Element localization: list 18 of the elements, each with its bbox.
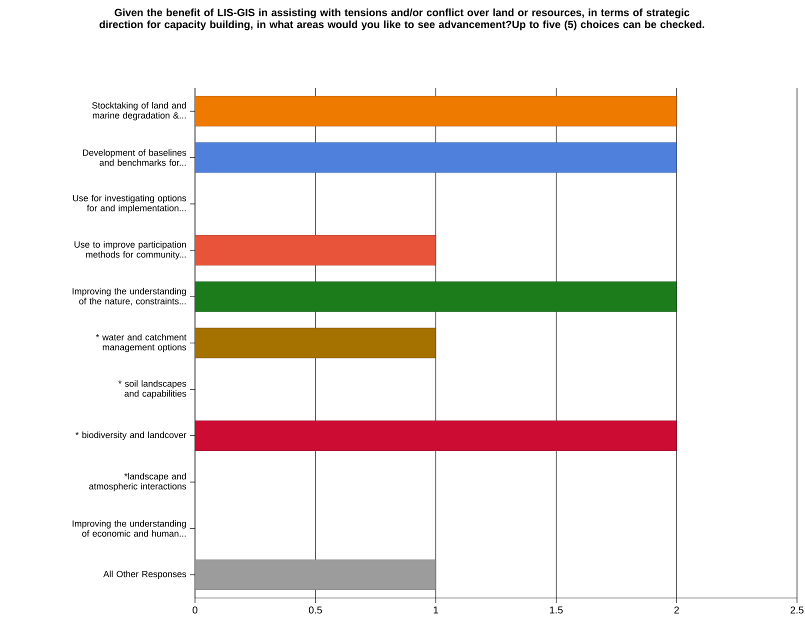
- y-tick-label: * soil landscapes and capabilities: [118, 380, 186, 399]
- y-tick-label: Stocktaking of land and marine degradation &...: [92, 102, 186, 120]
- y-tick-label: Improving the understanding of economic and human...: [72, 520, 186, 537]
- x-tick-label: 1.5: [550, 606, 563, 614]
- x-tick-label: 0: [192, 606, 198, 614]
- y-tick-label: * water and catchment management options: [96, 334, 186, 352]
- x-tick-label: 0.5: [308, 606, 322, 614]
- x-tick-label: 1: [434, 606, 438, 614]
- y-tick-label: Improving the understanding of the nature, constraints...: [72, 288, 186, 306]
- y-tick-label: *landscape and atmospheric interactions: [89, 472, 186, 492]
- x-tick-label: 2: [674, 606, 679, 614]
- chart-title: Given the benefit of LIS-GIS in assisting with tensions and/or conflict over land or resources, in terms of strategic direction for capacity building, in what areas would you like to see advancement?Up to five (5) choices can be checked.: [100, 8, 704, 30]
- y-tick-label: Development of baselines and benchmarks for...: [83, 149, 186, 166]
- y-tick-label: All Other Responses: [103, 570, 186, 579]
- x-tick-label: 2.5: [790, 606, 804, 614]
- y-tick-label: * biodiversity and landcover: [75, 432, 186, 440]
- y-tick-label: Use for investigating options for and implementation...: [73, 194, 186, 214]
- y-tick-label: Use to improve participation methods for community...: [74, 241, 186, 260]
